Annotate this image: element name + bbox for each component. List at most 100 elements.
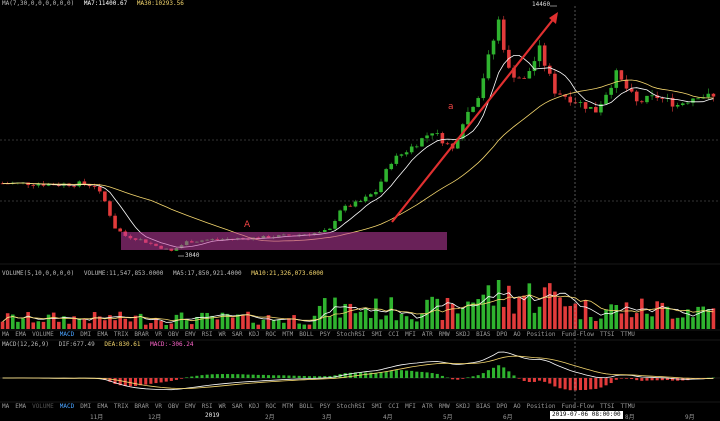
indicator-tab-ttmu[interactable]: TTMU [620, 403, 635, 410]
indicator-tab-skdj[interactable]: SKDJ [455, 331, 471, 338]
indicator-tab-rsi[interactable]: RSI [201, 331, 213, 338]
indicator-tab-ttmu[interactable]: TTMU [620, 331, 635, 338]
indicator-tab-atr[interactable]: ATR [421, 403, 433, 410]
indicator-tab-ema[interactable]: EMA [97, 331, 108, 338]
indicator-tab-ema[interactable]: EMA [97, 403, 108, 410]
indicator-tab-mfi[interactable]: MFI [405, 403, 416, 410]
indicator-tab-macd[interactable]: MACD [59, 331, 75, 338]
candle-body [41, 184, 46, 186]
arrow-annotation-label: a [448, 102, 454, 112]
macd-label[interactable]: MACD(12,26,9) [2, 341, 49, 348]
volume-bar [57, 321, 61, 329]
indicator-tab-mtm[interactable]: MTM [282, 403, 294, 410]
candle-body [394, 155, 399, 164]
indicator-tab-atr[interactable]: ATR [421, 331, 433, 338]
candle-body [691, 98, 695, 103]
indicator-tab-rmw[interactable]: RMW [438, 331, 450, 338]
indicator-tab-smi[interactable]: SMI [371, 331, 383, 338]
indicator-tab-volume[interactable]: VOLUME [32, 403, 54, 410]
macd-histogram-bar [430, 373, 434, 378]
indicator-tab-rsi[interactable]: RSI [201, 403, 213, 410]
indicator-tab-kdj[interactable]: KDJ [248, 403, 260, 410]
indicator-tab-emv[interactable]: EMV [184, 403, 196, 410]
candle-body [588, 107, 593, 109]
indicator-tab-bias[interactable]: BIAS [476, 331, 491, 338]
macd-histogram-bar [471, 376, 475, 378]
ma-label[interactable]: MA(7,30,0,0,0,0,0,0) [2, 0, 75, 7]
macd-panel[interactable] [0, 351, 720, 391]
indicator-tab-dpo[interactable]: DPO [496, 331, 508, 338]
indicator-tab-fund-flow[interactable]: Fund-Flow [561, 403, 595, 410]
indicator-tab-fund-flow[interactable]: Fund-Flow [561, 331, 595, 338]
candle-body [547, 65, 552, 74]
indicator-tab-trix[interactable]: TRIX [113, 403, 129, 410]
indicator-tab-trix[interactable]: TRIX [113, 331, 129, 338]
indicator-tab-ma[interactable]: MA [2, 331, 10, 338]
indicator-tab-volume[interactable]: VOLUME [32, 331, 54, 338]
macd-histogram-bar [215, 374, 219, 378]
indicator-tab-cci[interactable]: CCI [388, 331, 400, 338]
indicator-tab-ma[interactable]: MA [2, 403, 10, 410]
indicator-tab-dmi[interactable]: DMI [80, 403, 92, 410]
volume-bar [128, 321, 133, 329]
candle-body [696, 98, 700, 100]
indicator-tab-boll[interactable]: BOLL [299, 331, 314, 338]
volume-bar [333, 297, 337, 329]
indicator-tab-ema[interactable]: EMA [15, 403, 27, 410]
indicator-tab-vr[interactable]: VR [154, 331, 163, 338]
indicator-tab-obv[interactable]: OBV [168, 331, 179, 338]
indicator-tab-ema[interactable]: EMA [15, 331, 27, 338]
indicator-tab-sar[interactable]: SAR [231, 403, 243, 410]
indicator-tab-roc[interactable]: ROC [265, 331, 277, 338]
indicator-tab-smi[interactable]: SMI [371, 403, 383, 410]
volume-label[interactable]: VOLUME(5,10,0,0,0,0) [2, 270, 75, 277]
macd-histogram-bar [318, 376, 322, 378]
volume-bar [461, 308, 465, 329]
trend-arrow-head [549, 12, 558, 24]
indicator-tab-boll[interactable]: BOLL [299, 403, 314, 410]
indicator-tab-ao[interactable]: AO [513, 403, 521, 410]
indicator-tab-brar[interactable]: BRAR [134, 403, 149, 410]
indicator-tab-kdj[interactable]: KDJ [248, 331, 260, 338]
volume-panel[interactable] [0, 280, 716, 329]
indicator-tab-mtm[interactable]: MTM [282, 331, 294, 338]
indicator-tab-position[interactable]: Position [526, 331, 556, 338]
indicator-tab-macd[interactable]: MACD [59, 403, 75, 410]
volume-bar [696, 306, 700, 329]
volume-bar [670, 318, 675, 329]
indicator-tab-position[interactable]: Position [526, 403, 556, 410]
indicator-tab-stochrsi[interactable]: StochRSI [336, 331, 366, 338]
indicator-tab-mfi[interactable]: MFI [405, 331, 416, 338]
time-label: 4月 [383, 414, 393, 421]
indicator-tab-brar[interactable]: BRAR [134, 331, 149, 338]
indicator-tab-emv[interactable]: EMV [184, 331, 196, 338]
indicator-tab-obv[interactable]: OBV [168, 403, 179, 410]
indicator-tab-vr[interactable]: VR [154, 403, 163, 410]
candle-body [379, 181, 383, 193]
time-label: 2月 [265, 414, 275, 421]
volume-header: VOLUME(5,10,0,0,0,0) VOLUME:11,547,853.0… [2, 270, 330, 278]
indicator-tab-psy[interactable]: PSY [319, 403, 331, 410]
indicator-tab-rmw[interactable]: RMW [438, 403, 450, 410]
indicator-tab-wr[interactable]: WR [218, 331, 226, 338]
candle-body [609, 87, 613, 95]
indicator-tab-ttsi[interactable]: TTSI [600, 403, 615, 410]
indicator-tab-ao[interactable]: AO [513, 331, 521, 338]
indicator-tab-bias[interactable]: BIAS [476, 403, 491, 410]
indicator-tab-roc[interactable]: ROC [265, 403, 277, 410]
indicator-tab-dpo[interactable]: DPO [496, 403, 508, 410]
price-panel[interactable] [0, 15, 720, 403]
indicator-tab-ttsi[interactable]: TTSI [600, 331, 615, 338]
indicator-tab-cci[interactable]: CCI [388, 403, 400, 410]
indicator-tab-stochrsi[interactable]: StochRSI [336, 403, 366, 410]
macd-histogram-bar [149, 378, 153, 384]
indicator-tab-dmi[interactable]: DMI [80, 331, 92, 338]
volume-bar [394, 320, 399, 329]
candle-body [404, 152, 409, 155]
volume-bar [292, 315, 296, 329]
indicator-tab-wr[interactable]: WR [218, 403, 226, 410]
indicator-tab-skdj[interactable]: SKDJ [455, 403, 471, 410]
indicator-tab-sar[interactable]: SAR [231, 331, 243, 338]
indicator-tab-psy[interactable]: PSY [319, 331, 331, 338]
